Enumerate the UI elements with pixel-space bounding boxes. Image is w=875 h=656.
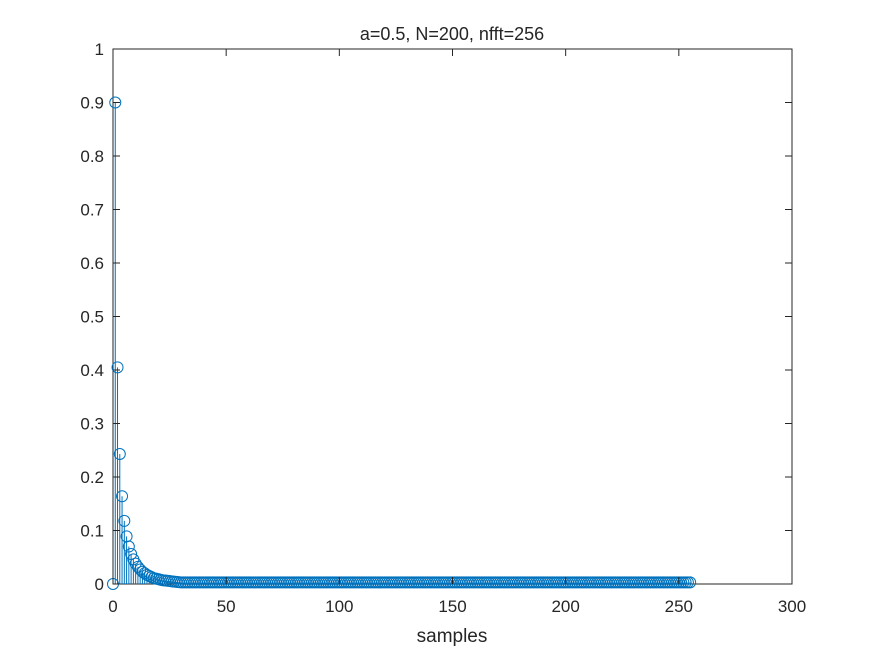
y-tick-label: 0.8: [80, 147, 104, 166]
x-tick-label: 50: [217, 597, 236, 616]
stem-marker: [125, 548, 138, 561]
stem-marker: [111, 361, 124, 374]
x-tick-label: 0: [108, 597, 117, 616]
x-tick-label: 200: [551, 597, 579, 616]
stem-marker: [122, 540, 135, 553]
y-tick-label: 0.6: [80, 254, 104, 273]
y-tick-label: 0.5: [80, 308, 104, 327]
x-tick-label: 300: [778, 597, 806, 616]
stem-marker: [109, 96, 122, 109]
axes-box: [112, 48, 793, 585]
y-tick-label: 0.4: [80, 361, 104, 380]
y-tick-label: 0.2: [80, 468, 104, 487]
stem-marker: [684, 576, 697, 589]
chart-title: a=0.5, N=200, nfft=256: [360, 24, 544, 44]
stem-marker: [116, 490, 129, 503]
y-tick-label: 1: [95, 40, 104, 59]
x-axis-label: samples: [417, 626, 488, 647]
y-tick-label: 0.3: [80, 415, 104, 434]
y-tick-label: 0.1: [80, 522, 104, 541]
stem-series: [107, 96, 697, 590]
y-tick-label: 0.7: [80, 201, 104, 220]
y-axis: 0 0.1 0.2 0.3 0.4 0.5 0.6 0.7 0.8 0.9 1: [80, 40, 792, 594]
plot-area: 0 50 100 150 200 250 300 0 0.1 0.2 0.3 0.4 0.5 0.6 0.…: [80, 40, 806, 616]
x-tick-label: 150: [438, 597, 466, 616]
stem-marker: [118, 514, 131, 527]
y-tick-label: 0.9: [80, 94, 104, 113]
y-tick-label: 0: [95, 575, 104, 594]
x-tick-label: 100: [325, 597, 353, 616]
stem-marker: [131, 560, 144, 573]
stem-marker: [113, 447, 126, 460]
x-axis: 0 50 100 150 200 250 300: [108, 49, 806, 616]
x-tick-label: 250: [665, 597, 693, 616]
